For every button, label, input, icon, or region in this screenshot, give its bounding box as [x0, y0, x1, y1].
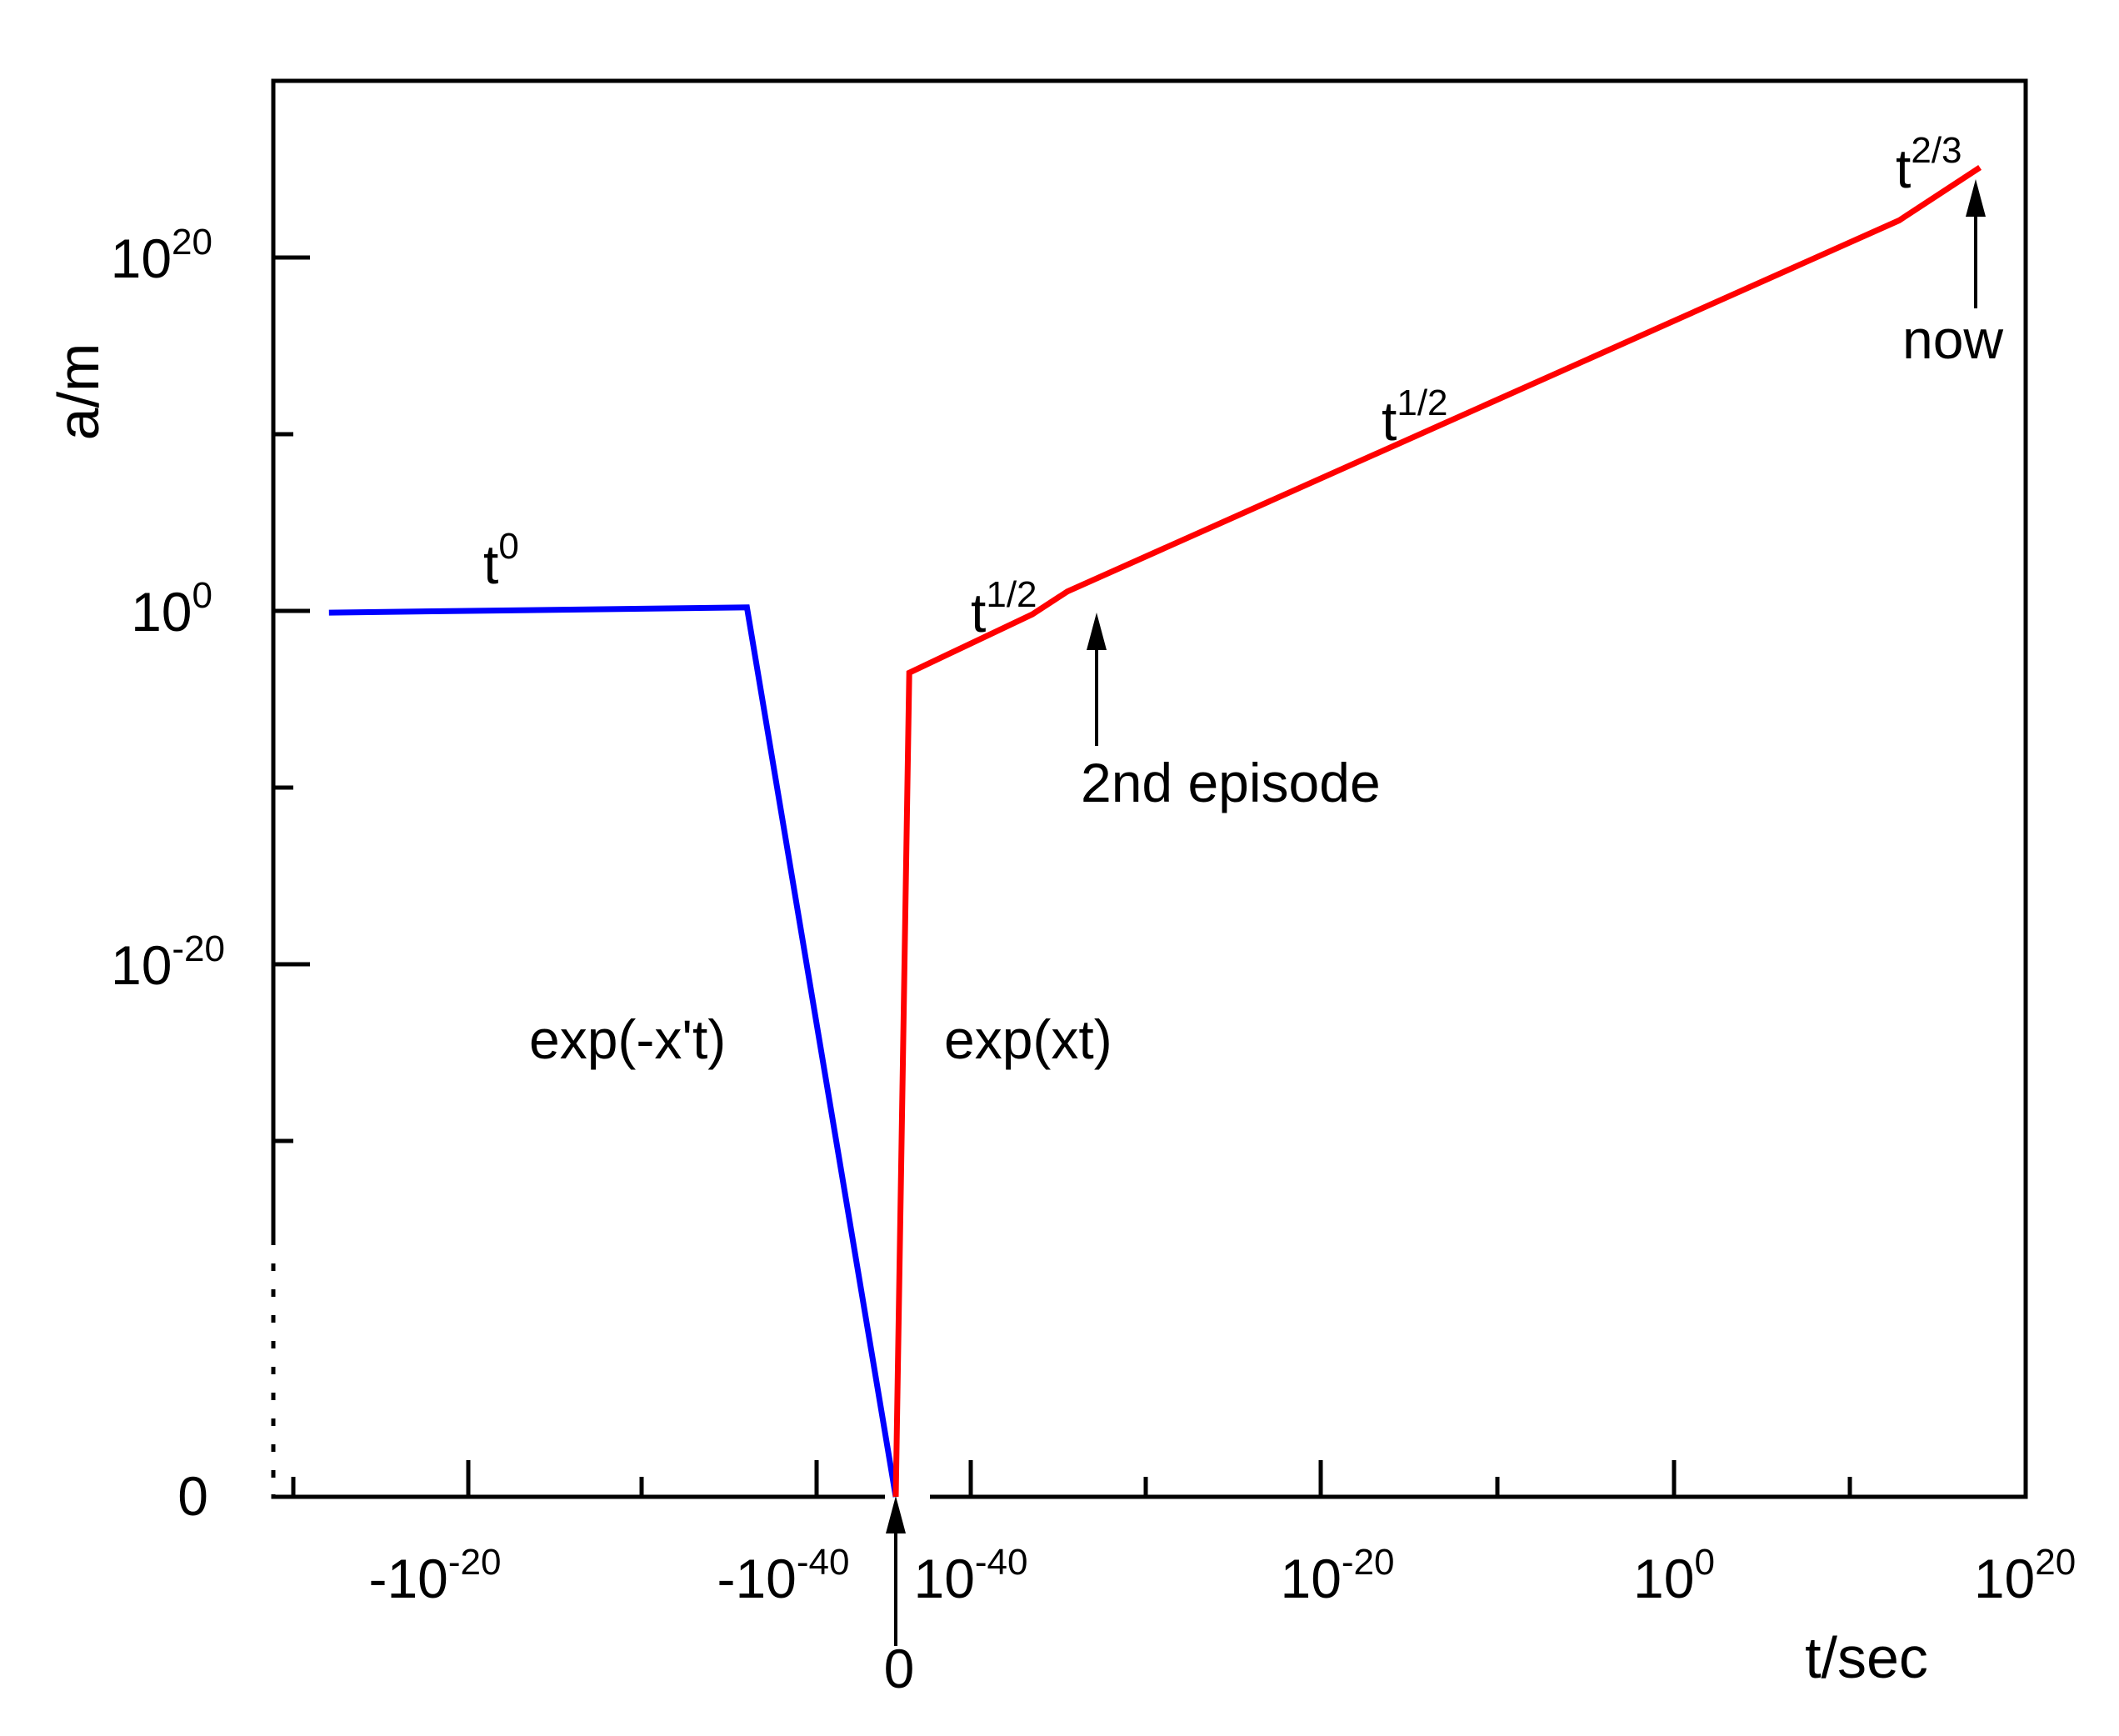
x-tick-label: 10-20 [1280, 1542, 1394, 1609]
x-axis-title: t/sec [1805, 1625, 1928, 1690]
annotation-t-half-1: t1/2 [971, 574, 1037, 643]
annotation-zero: 0 [884, 1638, 915, 1699]
annotation-second-episode: 2nd episode [1081, 752, 1381, 813]
x-axis-gap [885, 1490, 930, 1503]
annotation-now: now [1902, 308, 2003, 370]
annotation-exp-pos: exp(xt) [944, 1008, 1112, 1070]
y-tick-labels: 1020 100 10-20 0 [111, 222, 225, 1527]
x-tick-label: -10-40 [717, 1542, 850, 1609]
series-line-expanding [892, 164, 1982, 1498]
annotation-t0: t0 [483, 526, 519, 595]
y-tick-label: 100 [131, 575, 212, 643]
y-axis-title: a/m [46, 343, 111, 441]
annotation-t-half-2: t1/2 [1382, 383, 1448, 452]
x-tick-label: 1020 [1974, 1542, 2076, 1609]
series-line-contracting [328, 604, 899, 1498]
zero-arrow-head [886, 1496, 906, 1533]
second-episode-arrow-head [1087, 613, 1107, 650]
x-tick-label: 10-40 [913, 1542, 1027, 1609]
x-tick-label: 100 [1633, 1542, 1715, 1609]
x-tick-label: -10-20 [369, 1542, 502, 1609]
annotation-arrows [886, 179, 1986, 1646]
y-ticks [273, 255, 310, 1143]
now-arrow-head [1966, 179, 1986, 217]
axis-break-mask [268, 1238, 278, 1494]
annotation-exp-neg: exp(-x't) [529, 1008, 726, 1070]
annotations: t0 t1/2 t1/2 t2/3 exp(-x't) exp(xt) 2nd … [483, 130, 2003, 1699]
x-ticks [291, 1460, 1852, 1497]
y-tick-label: 10-20 [111, 928, 225, 996]
y-tick-label: 1020 [111, 222, 212, 289]
x-tick-labels: -10-20 -10-40 10-40 10-20 100 1020 [369, 1542, 2077, 1609]
annotation-t-two-thirds: t2/3 [1896, 130, 1962, 199]
y-tick-label: 0 [177, 1465, 208, 1527]
